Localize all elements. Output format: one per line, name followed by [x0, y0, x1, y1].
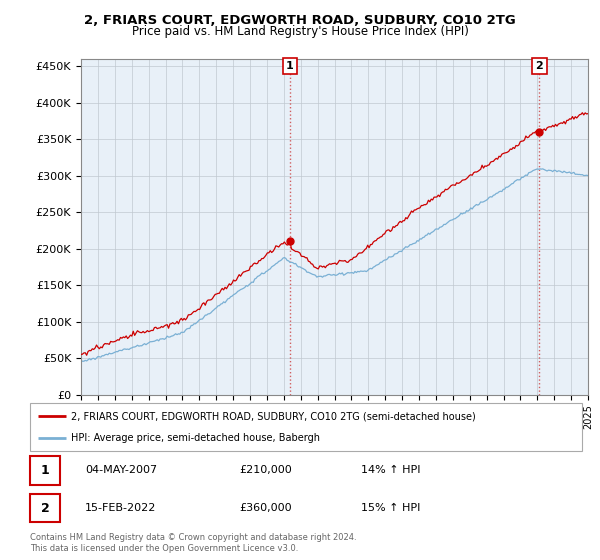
Text: Contains HM Land Registry data © Crown copyright and database right 2024.
This d: Contains HM Land Registry data © Crown c… [30, 533, 356, 553]
Text: Price paid vs. HM Land Registry's House Price Index (HPI): Price paid vs. HM Land Registry's House … [131, 25, 469, 38]
Text: 2, FRIARS COURT, EDGWORTH ROAD, SUDBURY, CO10 2TG: 2, FRIARS COURT, EDGWORTH ROAD, SUDBURY,… [84, 14, 516, 27]
Text: £210,000: £210,000 [240, 465, 293, 475]
Text: £360,000: £360,000 [240, 503, 292, 513]
Text: 2: 2 [535, 61, 543, 71]
Text: 2, FRIARS COURT, EDGWORTH ROAD, SUDBURY, CO10 2TG (semi-detached house): 2, FRIARS COURT, EDGWORTH ROAD, SUDBURY,… [71, 411, 476, 421]
FancyBboxPatch shape [30, 403, 582, 451]
Text: 15-FEB-2022: 15-FEB-2022 [85, 503, 157, 513]
FancyBboxPatch shape [30, 456, 61, 484]
Text: 1: 1 [41, 464, 50, 477]
FancyBboxPatch shape [30, 494, 61, 522]
Text: 04-MAY-2007: 04-MAY-2007 [85, 465, 157, 475]
Text: 2: 2 [41, 502, 50, 515]
Text: HPI: Average price, semi-detached house, Babergh: HPI: Average price, semi-detached house,… [71, 433, 320, 443]
Text: 15% ↑ HPI: 15% ↑ HPI [361, 503, 421, 513]
Text: 14% ↑ HPI: 14% ↑ HPI [361, 465, 421, 475]
Text: 1: 1 [286, 61, 294, 71]
